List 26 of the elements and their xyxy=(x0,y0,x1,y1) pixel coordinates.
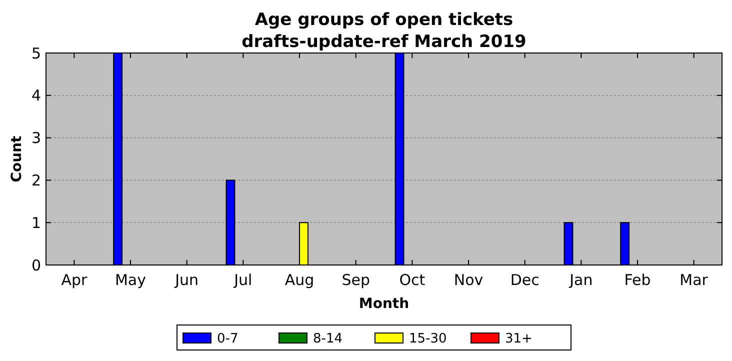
y-tick-label: 0 xyxy=(31,256,41,274)
legend-label: 31+ xyxy=(505,332,532,347)
chart-subtitle: drafts-update-ref March 2019 xyxy=(242,32,526,52)
chart-title: Age groups of open tickets xyxy=(254,10,514,30)
y-tick-label: 5 xyxy=(31,44,41,62)
x-tick-label: Apr xyxy=(61,271,88,289)
x-tick-label: Jul xyxy=(233,271,252,289)
x-tick-label: Feb xyxy=(624,271,651,289)
x-tick-label: May xyxy=(114,271,146,289)
y-tick-label: 3 xyxy=(31,129,41,148)
x-tick-label: Jan xyxy=(568,271,593,289)
legend-label: 15-30 xyxy=(409,332,447,347)
y-tick-label: 1 xyxy=(31,214,41,232)
x-axis-title: Month xyxy=(358,296,410,312)
x-tick-label: Aug xyxy=(284,271,314,289)
x-tick-label: Dec xyxy=(510,271,540,289)
x-tick-label: Oct xyxy=(399,271,426,289)
y-axis-title: Count xyxy=(9,135,25,182)
x-tick-label: Jun xyxy=(174,271,199,289)
y-tick-label: 4 xyxy=(31,86,41,105)
legend-label: 0-7 xyxy=(217,332,238,347)
x-tick-label: Nov xyxy=(454,271,484,289)
x-tick-label: Mar xyxy=(680,271,709,289)
x-tick-label: Sep xyxy=(342,271,370,289)
y-tick-label: 2 xyxy=(31,171,41,190)
legend-label: 8-14 xyxy=(313,332,343,347)
